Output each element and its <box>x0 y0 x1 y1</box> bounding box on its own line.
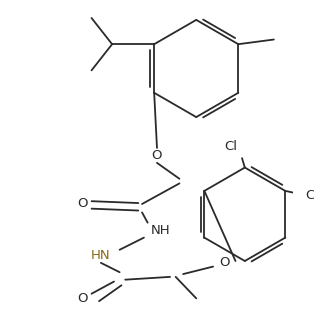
Text: O: O <box>152 149 162 162</box>
Text: NH: NH <box>151 224 171 237</box>
Text: Cl: Cl <box>224 140 237 154</box>
Text: O: O <box>77 197 88 211</box>
Text: HN: HN <box>91 249 111 262</box>
Text: Cl: Cl <box>305 189 314 202</box>
Text: O: O <box>77 292 88 305</box>
Text: O: O <box>219 256 230 270</box>
